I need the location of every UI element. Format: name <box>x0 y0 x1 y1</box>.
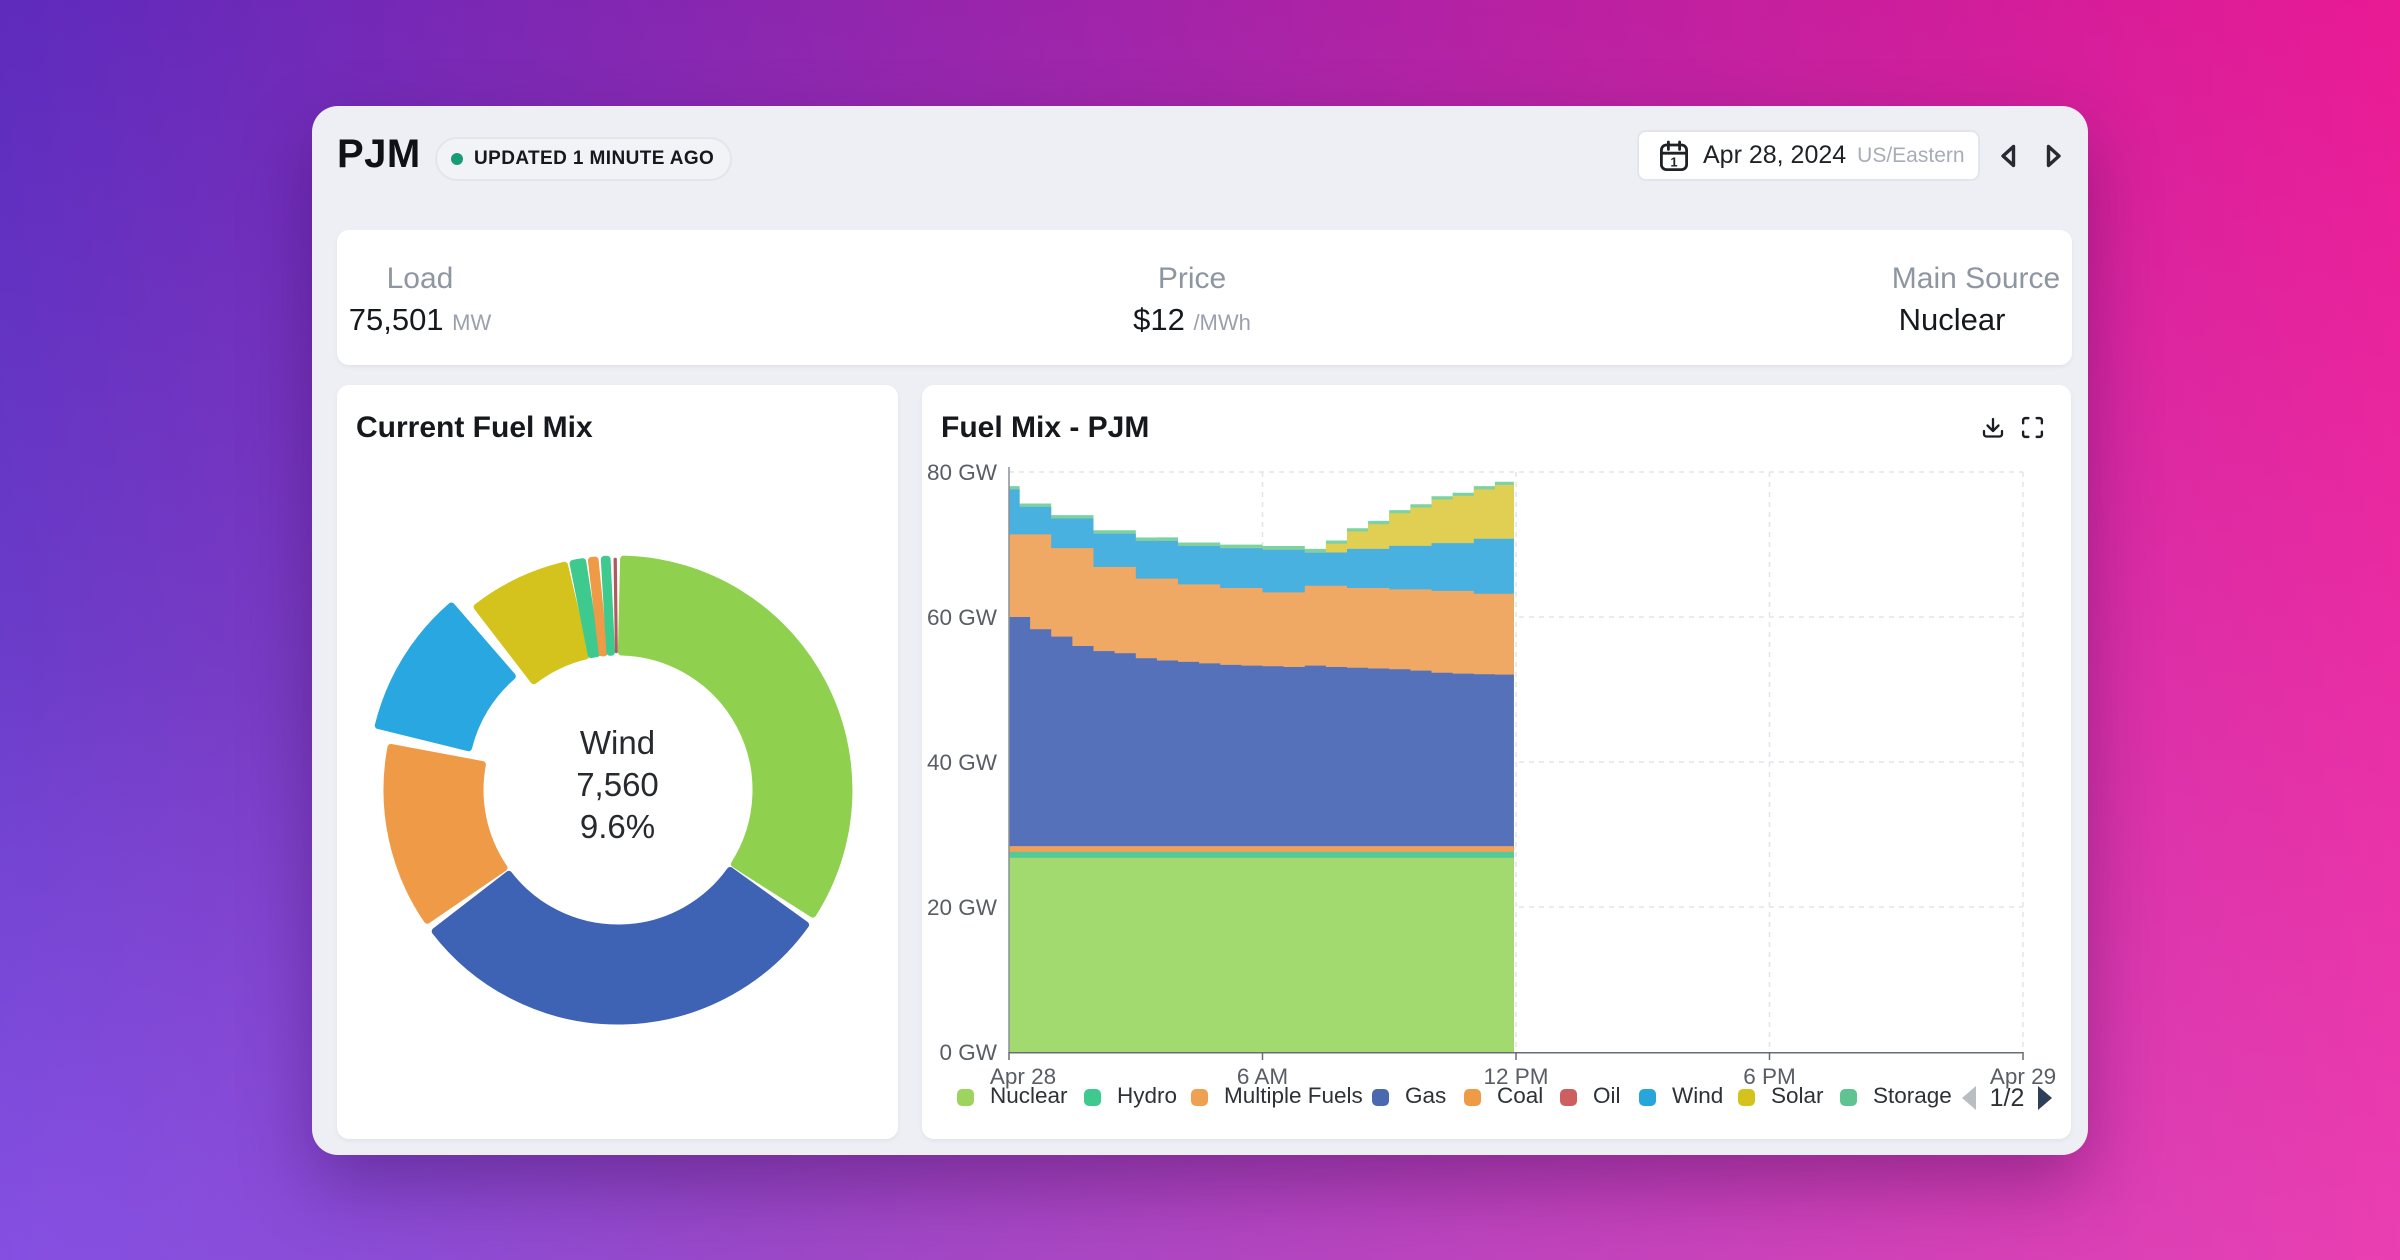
svg-text:12 PM: 12 PM <box>1483 1064 1548 1089</box>
svg-text:1: 1 <box>1670 154 1677 169</box>
svg-text:40 GW: 40 GW <box>927 750 998 775</box>
svg-text:Apr 28: Apr 28 <box>990 1064 1056 1089</box>
svg-text:0 GW: 0 GW <box>939 1040 997 1065</box>
svg-text:6 PM: 6 PM <box>1743 1064 1796 1089</box>
svg-text:1/2: 1/2 <box>1990 1084 2025 1112</box>
svg-text:Apr 29: Apr 29 <box>1990 1064 2056 1089</box>
svg-text:60 GW: 60 GW <box>927 605 998 630</box>
svg-text:80 GW: 80 GW <box>927 460 998 485</box>
svg-text:6 AM: 6 AM <box>1237 1064 1288 1089</box>
svg-text:20 GW: 20 GW <box>927 895 998 920</box>
